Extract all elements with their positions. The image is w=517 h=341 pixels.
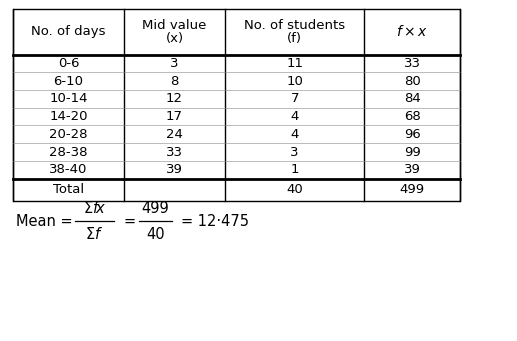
Text: 80: 80 bbox=[404, 75, 421, 88]
Text: 33: 33 bbox=[404, 57, 421, 70]
Text: $\Sigma f\!x$: $\Sigma f\!x$ bbox=[83, 201, 106, 216]
Text: 12: 12 bbox=[166, 92, 183, 105]
Text: 17: 17 bbox=[166, 110, 183, 123]
Text: 28-38: 28-38 bbox=[49, 146, 88, 159]
Text: 40: 40 bbox=[146, 227, 165, 242]
Text: 1: 1 bbox=[291, 163, 299, 176]
Text: Mean =: Mean = bbox=[16, 214, 77, 229]
Text: 4: 4 bbox=[291, 110, 299, 123]
Text: 68: 68 bbox=[404, 110, 421, 123]
Text: 33: 33 bbox=[166, 146, 183, 159]
Text: 3: 3 bbox=[291, 146, 299, 159]
Text: $\Sigma f$: $\Sigma f$ bbox=[85, 226, 103, 242]
Bar bbox=[13, 9, 460, 201]
Text: 499: 499 bbox=[400, 183, 425, 196]
Text: 99: 99 bbox=[404, 146, 421, 159]
Text: 38-40: 38-40 bbox=[49, 163, 88, 176]
Text: 7: 7 bbox=[291, 92, 299, 105]
Text: 6-10: 6-10 bbox=[53, 75, 84, 88]
Text: 84: 84 bbox=[404, 92, 421, 105]
Text: 3: 3 bbox=[170, 57, 179, 70]
Text: = 12·475: = 12·475 bbox=[181, 214, 250, 229]
Text: 8: 8 bbox=[170, 75, 179, 88]
Text: 4: 4 bbox=[291, 128, 299, 141]
Text: 20-28: 20-28 bbox=[49, 128, 88, 141]
Text: 499: 499 bbox=[142, 201, 169, 216]
Text: 0-6: 0-6 bbox=[58, 57, 79, 70]
Text: $f \times x$: $f \times x$ bbox=[396, 24, 429, 39]
Text: No. of students: No. of students bbox=[244, 19, 345, 32]
Text: 10-14: 10-14 bbox=[49, 92, 88, 105]
Text: Mid value: Mid value bbox=[142, 19, 207, 32]
Text: 24: 24 bbox=[166, 128, 183, 141]
Text: Total: Total bbox=[53, 183, 84, 196]
Text: 10: 10 bbox=[286, 75, 303, 88]
Text: =: = bbox=[123, 214, 135, 229]
Text: 39: 39 bbox=[166, 163, 183, 176]
Text: (x): (x) bbox=[165, 32, 184, 45]
Text: No. of days: No. of days bbox=[31, 25, 106, 38]
Text: (f): (f) bbox=[287, 32, 302, 45]
Text: 11: 11 bbox=[286, 57, 303, 70]
Text: 39: 39 bbox=[404, 163, 421, 176]
Text: 96: 96 bbox=[404, 128, 421, 141]
Text: 40: 40 bbox=[286, 183, 303, 196]
Text: 14-20: 14-20 bbox=[49, 110, 88, 123]
